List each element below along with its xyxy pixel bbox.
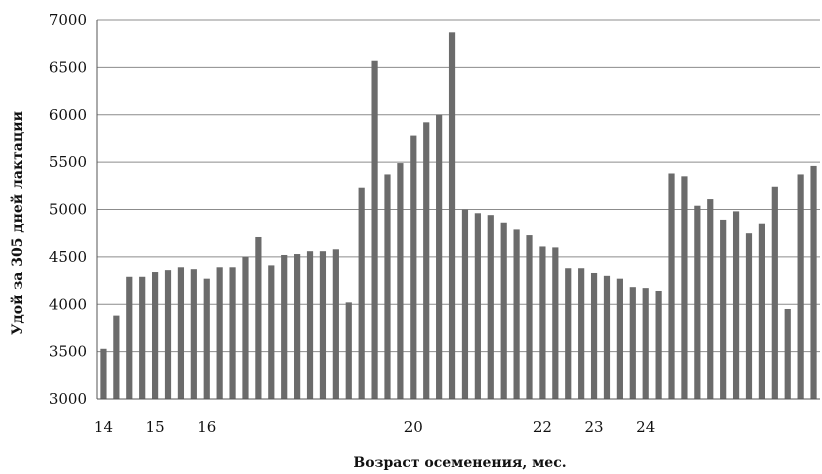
bar bbox=[681, 176, 688, 399]
bar bbox=[384, 174, 391, 399]
y-tick-label: 4000 bbox=[49, 295, 87, 313]
bar bbox=[371, 60, 378, 400]
bar bbox=[771, 186, 778, 399]
bar bbox=[578, 268, 585, 399]
bar bbox=[797, 174, 804, 399]
x-tick-label: 14 bbox=[94, 418, 113, 436]
x-tick-labels: 14 15 16 20 22 23 24 bbox=[94, 418, 655, 436]
y-tick-label: 7000 bbox=[49, 11, 87, 29]
bar bbox=[500, 222, 507, 399]
y-tick-label: 5500 bbox=[49, 153, 87, 171]
bar bbox=[126, 276, 133, 399]
x-tick-label: 24 bbox=[636, 418, 655, 436]
bar bbox=[332, 249, 339, 399]
bar bbox=[410, 135, 417, 399]
bar bbox=[474, 213, 481, 399]
bar bbox=[242, 256, 249, 399]
y-tick-label: 4500 bbox=[49, 248, 87, 266]
bar bbox=[203, 278, 210, 399]
bar bbox=[255, 236, 262, 399]
axes bbox=[96, 20, 820, 400]
bar bbox=[436, 114, 443, 399]
bar bbox=[229, 267, 236, 399]
bar bbox=[358, 187, 365, 399]
bar bbox=[139, 276, 146, 399]
bar bbox=[294, 254, 301, 399]
bar bbox=[745, 233, 753, 399]
bar bbox=[758, 223, 766, 399]
bar bbox=[616, 278, 623, 399]
bar bbox=[281, 254, 288, 399]
bar bbox=[423, 122, 430, 399]
bar bbox=[345, 302, 352, 399]
bar bbox=[526, 235, 533, 399]
bar bbox=[268, 265, 275, 399]
bar bbox=[513, 229, 520, 399]
y-tick-label: 6000 bbox=[49, 106, 87, 124]
bar bbox=[151, 272, 159, 399]
bar bbox=[810, 165, 817, 399]
bars bbox=[100, 32, 817, 400]
bar bbox=[113, 315, 120, 399]
bar bbox=[216, 267, 223, 399]
bar bbox=[603, 275, 611, 399]
bar bbox=[319, 251, 327, 399]
y-axis-title: Удой за 305 дней лактации bbox=[9, 111, 26, 335]
bar bbox=[694, 205, 701, 399]
bar bbox=[732, 211, 740, 399]
bar bbox=[306, 251, 314, 399]
bar bbox=[720, 219, 727, 399]
bar bbox=[539, 246, 546, 399]
y-tick-label: 3000 bbox=[49, 390, 87, 408]
x-tick-label: 23 bbox=[585, 418, 604, 436]
x-tick-label: 20 bbox=[404, 418, 423, 436]
bar bbox=[565, 268, 572, 399]
x-tick-label: 16 bbox=[197, 418, 216, 436]
bar bbox=[100, 348, 107, 399]
bar bbox=[668, 173, 675, 399]
y-tick-label: 6500 bbox=[49, 58, 87, 76]
bar bbox=[655, 290, 662, 399]
x-tick-label: 22 bbox=[533, 418, 552, 436]
y-tick-label: 3500 bbox=[49, 343, 87, 361]
bar bbox=[629, 287, 636, 399]
y-tick-labels: 3000 3500 4000 4500 5000 5500 6000 6500 7000 bbox=[49, 11, 87, 408]
bar bbox=[642, 288, 649, 399]
y-tick-label: 5000 bbox=[49, 201, 87, 219]
bar bbox=[487, 215, 494, 399]
bar bbox=[448, 32, 456, 399]
bar bbox=[461, 209, 469, 399]
bar bbox=[590, 272, 598, 399]
x-tick-label: 15 bbox=[146, 418, 165, 436]
bar bbox=[177, 267, 185, 399]
bar bbox=[164, 270, 172, 399]
bar bbox=[397, 163, 404, 399]
bar bbox=[784, 308, 791, 399]
bar bbox=[707, 199, 714, 399]
x-axis-title: Возраст осеменения, мес. bbox=[353, 455, 566, 471]
bar bbox=[190, 269, 197, 399]
bar bbox=[552, 247, 559, 399]
